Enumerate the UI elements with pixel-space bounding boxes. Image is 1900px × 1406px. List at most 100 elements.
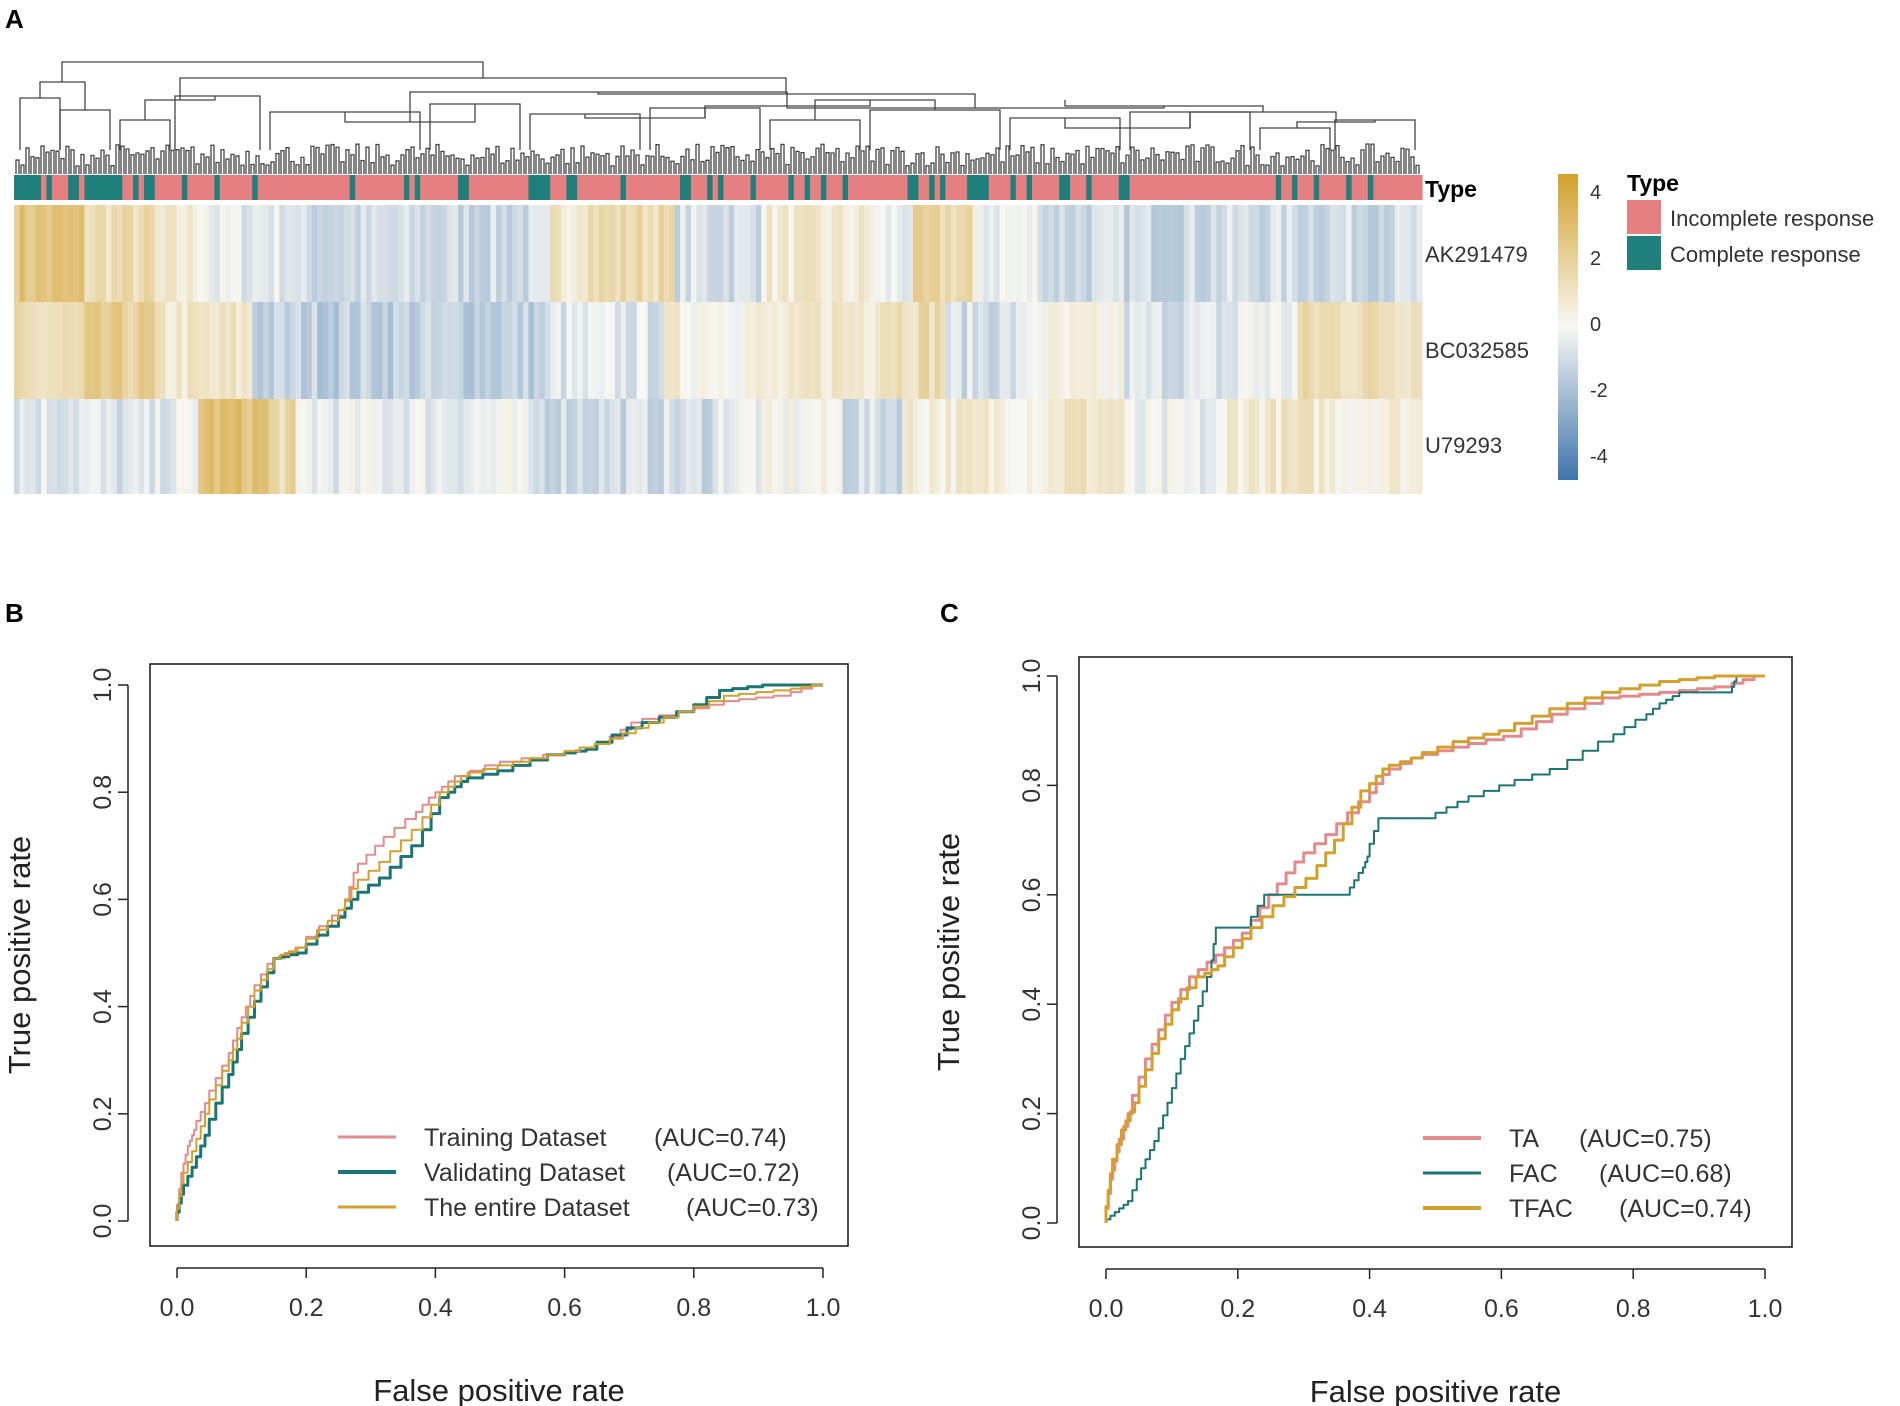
heatmap-cell (35, 399, 42, 494)
annotation-cell (1086, 175, 1093, 200)
dendrogram-link (890, 150, 895, 174)
heatmap-cell (19, 302, 26, 399)
dendrogram-link (565, 162, 570, 174)
heatmap-cell (891, 399, 898, 494)
legend-label-complete: Complete response (1670, 242, 1861, 267)
heatmap-cell (24, 205, 31, 302)
heatmap-cell (100, 399, 107, 494)
annotation-cell (685, 175, 692, 200)
heatmap-cell (1297, 399, 1304, 494)
legend-series-name: Training Dataset (424, 1124, 607, 1152)
heatmap-cell (366, 302, 373, 399)
dendrogram-link (40, 145, 45, 174)
heatmap-cell (138, 205, 145, 302)
heatmap-cell (1243, 399, 1250, 494)
annotation-cell (896, 175, 903, 200)
dendrogram-link (450, 154, 455, 174)
annotation-cell (317, 175, 324, 200)
legend-label-incomplete: Incomplete response (1670, 206, 1874, 231)
heatmap-cell (972, 302, 979, 399)
annotation-cell (35, 175, 42, 200)
heatmap-cell (1237, 302, 1244, 399)
heatmap-cell (403, 205, 410, 302)
annotation-cell (1113, 175, 1120, 200)
heatmap-cell (1129, 399, 1136, 494)
heatmap-cell (512, 205, 519, 302)
heatmap-cell (967, 399, 974, 494)
annotation-cell (523, 175, 530, 200)
heatmap-cell (544, 399, 551, 494)
heatmap-cell (409, 399, 416, 494)
heatmap-cell (864, 302, 871, 399)
heatmap-cell (1405, 399, 1412, 494)
heatmap-cell (1113, 302, 1120, 399)
heatmap-cell (815, 205, 822, 302)
heatmap-cell (68, 205, 75, 302)
heatmap-cell (1286, 205, 1293, 302)
heatmap-cell (793, 205, 800, 302)
heatmap-cell (1340, 399, 1347, 494)
heatmap-cell (1400, 302, 1407, 399)
annotation-cell (1308, 175, 1315, 200)
heatmap-cell (950, 399, 957, 494)
annotation-cell (550, 175, 557, 200)
y-tick-label: 0.8 (1018, 768, 1046, 803)
annotation-cell (918, 175, 925, 200)
heatmap-cell (842, 205, 849, 302)
heatmap-cell (739, 302, 746, 399)
heatmap-cell (338, 205, 345, 302)
heatmap-cell (593, 302, 600, 399)
annotation-cell (1232, 175, 1239, 200)
heatmap-cell (707, 399, 714, 494)
heatmap-cell (68, 302, 75, 399)
heatmap-cell (945, 399, 952, 494)
dendrogram-link (869, 109, 1001, 150)
dendrogram-link (655, 143, 660, 174)
annotation-cell (728, 175, 735, 200)
heatmap-cell (181, 302, 188, 399)
dendrogram-link (220, 149, 225, 174)
annotation-cell (436, 175, 443, 200)
heatmap-cell (701, 399, 708, 494)
heatmap-cell (263, 399, 270, 494)
heatmap-cell (560, 302, 567, 399)
dendrogram-link (1140, 159, 1145, 174)
heatmap-cell (219, 302, 226, 399)
dendrogram-link (800, 151, 805, 174)
dendrogram-link (225, 158, 230, 174)
heatmap-cell (430, 205, 437, 302)
heatmap-cell (490, 399, 497, 494)
dendrogram-link (390, 164, 395, 174)
dendrogram-link (825, 151, 830, 174)
annotation-cell (782, 175, 789, 200)
heatmap-cell (14, 205, 21, 302)
heatmap-cell (19, 205, 26, 302)
annotation-cell (631, 175, 638, 200)
dendrogram-link (1325, 147, 1330, 174)
heatmap-cell (382, 399, 389, 494)
heatmap-cell (436, 205, 443, 302)
annotation-cell (1189, 175, 1196, 200)
heatmap-cell (1053, 205, 1060, 302)
roc-curve-the-entire-dataset (176, 684, 823, 1221)
dendrogram-link (1225, 162, 1230, 174)
heatmap-cell (1145, 302, 1152, 399)
dendrogram-link (140, 153, 145, 174)
annotation-cell (560, 175, 567, 200)
heatmap-cell (506, 399, 513, 494)
dendrogram-link (1255, 154, 1260, 174)
dendrogram-link (1020, 145, 1025, 174)
dendrogram-link (1189, 111, 1337, 128)
heatmap-cell (912, 205, 919, 302)
heatmap-cell (1254, 302, 1261, 399)
annotation-cell (869, 175, 876, 200)
heatmap-cell (1248, 399, 1255, 494)
dendrogram-link (200, 153, 205, 174)
annotation-cell (301, 175, 308, 200)
heatmap-cell (1151, 302, 1158, 399)
heatmap-cell (777, 399, 784, 494)
heatmap-cell (1216, 302, 1223, 399)
heatmap-cell (111, 205, 118, 302)
heatmap-cell (1140, 302, 1147, 399)
panel-label-c: C (940, 598, 959, 628)
